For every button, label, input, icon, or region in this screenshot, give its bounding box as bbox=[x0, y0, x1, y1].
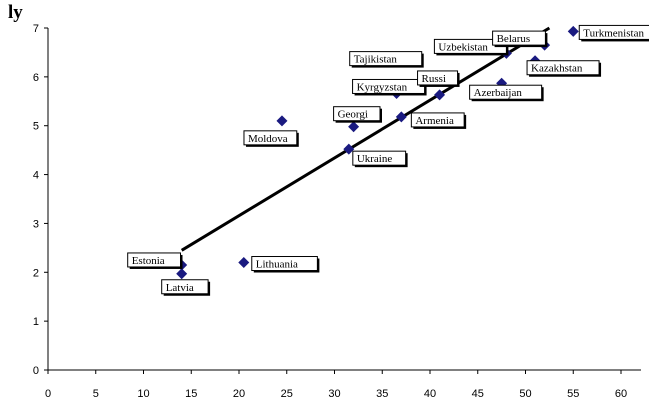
point-label: Turkmenistan bbox=[583, 27, 644, 39]
point-label: Russi bbox=[422, 73, 446, 85]
point-label-box bbox=[333, 106, 381, 122]
x-tick-label: 15 bbox=[185, 388, 197, 400]
point-label: Lithuania bbox=[256, 259, 298, 271]
data-point bbox=[238, 257, 250, 269]
x-tick-label: 25 bbox=[281, 388, 293, 400]
point-label: Azerbaijan bbox=[474, 87, 523, 99]
x-tick-label: 50 bbox=[519, 388, 531, 400]
point-label-box bbox=[251, 256, 318, 272]
point-label-box bbox=[127, 252, 181, 268]
data-point bbox=[567, 25, 579, 37]
point-label-box bbox=[352, 150, 407, 166]
point-label: Tajikistan bbox=[354, 54, 398, 66]
x-tick-label: 55 bbox=[567, 388, 579, 400]
point-label: Uzbekistan bbox=[438, 41, 488, 53]
point-labels: Estonia Latvia Lithuania Moldova Ukraine Geor… bbox=[127, 24, 649, 296]
data-point bbox=[434, 89, 446, 101]
point-label-box bbox=[417, 70, 459, 86]
x-tick-label: 60 bbox=[615, 388, 627, 400]
y-tick-label: 7 bbox=[33, 23, 39, 35]
point-label: Kyrgyzstan bbox=[357, 81, 408, 93]
x-tick-label: 40 bbox=[424, 388, 436, 400]
point-label: Georgi bbox=[338, 109, 368, 121]
x-tick-label: 20 bbox=[233, 388, 245, 400]
y-tick-label: 4 bbox=[33, 170, 39, 182]
point-label-box bbox=[526, 60, 600, 76]
point-label-box bbox=[492, 30, 546, 46]
data-point bbox=[276, 115, 288, 127]
point-label-box bbox=[161, 279, 209, 295]
x-tick-label: 10 bbox=[137, 388, 149, 400]
data-point bbox=[395, 111, 407, 123]
point-label: Latvia bbox=[166, 282, 194, 294]
x-ticks: 0 5 10 15 20 25 30 35 40 45 50 55 60 bbox=[45, 370, 627, 400]
y-tick-label: 0 bbox=[33, 365, 39, 377]
chart-title: ly bbox=[8, 2, 23, 23]
point-label: Moldova bbox=[248, 133, 288, 145]
point-label: Kazakhstan bbox=[531, 63, 583, 75]
point-label-box bbox=[578, 24, 649, 40]
point-label: Armenia bbox=[415, 115, 454, 127]
x-tick-label: 30 bbox=[328, 388, 340, 400]
x-tick-label: 45 bbox=[472, 388, 484, 400]
x-tick-label: 5 bbox=[93, 388, 99, 400]
point-label-box bbox=[243, 130, 298, 146]
y-ticks: 0 1 2 3 4 5 6 7 bbox=[33, 23, 48, 377]
point-label: Ukraine bbox=[357, 153, 393, 165]
point-label-box bbox=[469, 84, 543, 100]
x-tick-label: 0 bbox=[45, 388, 51, 400]
trendline bbox=[180, 26, 551, 252]
point-label: Estonia bbox=[132, 255, 165, 267]
x-tick-label: 35 bbox=[376, 388, 388, 400]
y-tick-label: 5 bbox=[33, 121, 39, 133]
data-point bbox=[348, 121, 360, 133]
point-label-box bbox=[349, 51, 423, 67]
y-tick-label: 3 bbox=[33, 218, 39, 230]
point-label-box bbox=[410, 112, 465, 128]
data-point bbox=[176, 268, 188, 280]
data-point bbox=[343, 143, 355, 155]
y-tick-label: 6 bbox=[33, 72, 39, 84]
y-tick-label: 1 bbox=[33, 316, 39, 328]
point-label: Belarus bbox=[497, 33, 531, 45]
y-tick-label: 2 bbox=[33, 267, 39, 279]
